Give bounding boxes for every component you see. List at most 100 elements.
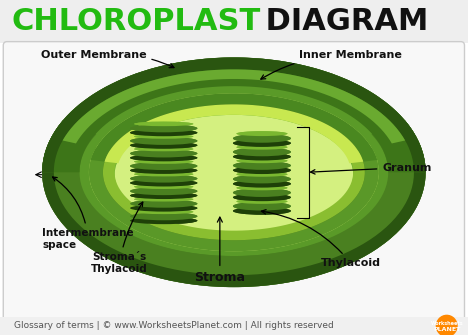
Ellipse shape [237, 158, 287, 163]
Ellipse shape [237, 131, 287, 136]
Text: Stroma: Stroma [194, 217, 246, 284]
Ellipse shape [96, 98, 372, 247]
Polygon shape [42, 57, 426, 172]
Ellipse shape [134, 197, 193, 202]
Ellipse shape [233, 175, 291, 183]
Text: Worksheets: Worksheets [430, 321, 463, 326]
Ellipse shape [130, 175, 197, 183]
Ellipse shape [115, 115, 353, 234]
Ellipse shape [89, 93, 379, 251]
Ellipse shape [130, 162, 197, 170]
Ellipse shape [233, 188, 291, 197]
Ellipse shape [233, 194, 291, 201]
Ellipse shape [233, 202, 291, 210]
Ellipse shape [130, 137, 197, 145]
Ellipse shape [233, 134, 291, 143]
FancyBboxPatch shape [0, 317, 468, 335]
Ellipse shape [237, 172, 287, 177]
Text: PLANET: PLANET [433, 327, 460, 332]
Ellipse shape [130, 124, 197, 132]
Ellipse shape [58, 72, 409, 273]
Polygon shape [105, 104, 363, 163]
Ellipse shape [233, 166, 291, 174]
Ellipse shape [237, 199, 287, 204]
Ellipse shape [130, 180, 197, 187]
Ellipse shape [130, 180, 197, 187]
Polygon shape [42, 57, 426, 172]
Ellipse shape [233, 148, 291, 156]
Circle shape [437, 315, 457, 335]
Ellipse shape [134, 147, 193, 151]
Ellipse shape [130, 205, 197, 212]
Ellipse shape [130, 154, 197, 161]
Ellipse shape [130, 142, 197, 149]
Ellipse shape [233, 207, 291, 215]
Ellipse shape [134, 147, 193, 151]
Ellipse shape [233, 139, 291, 147]
Ellipse shape [70, 74, 398, 256]
Ellipse shape [130, 154, 197, 161]
Ellipse shape [130, 142, 197, 149]
Text: Outer Membrane: Outer Membrane [41, 50, 174, 68]
Text: DIAGRAM: DIAGRAM [255, 7, 428, 36]
Ellipse shape [134, 197, 193, 202]
Ellipse shape [130, 162, 197, 170]
Ellipse shape [237, 199, 287, 204]
Polygon shape [63, 69, 405, 143]
Ellipse shape [130, 192, 197, 199]
Ellipse shape [130, 149, 197, 157]
Ellipse shape [233, 161, 291, 170]
Ellipse shape [233, 153, 291, 160]
Ellipse shape [233, 139, 291, 147]
Ellipse shape [237, 145, 287, 150]
Ellipse shape [237, 145, 287, 150]
Ellipse shape [130, 124, 197, 132]
Text: Thylacoid: Thylacoid [261, 210, 381, 268]
Ellipse shape [237, 131, 287, 136]
Ellipse shape [233, 194, 291, 201]
Ellipse shape [237, 186, 287, 190]
Text: CHLOROPLAST: CHLOROPLAST [12, 7, 261, 36]
Polygon shape [89, 148, 379, 251]
Ellipse shape [237, 186, 287, 190]
Ellipse shape [233, 188, 291, 197]
Ellipse shape [134, 210, 193, 214]
Ellipse shape [130, 187, 197, 195]
Ellipse shape [130, 200, 197, 208]
Ellipse shape [130, 212, 197, 220]
Text: Granum: Granum [310, 162, 432, 174]
Ellipse shape [134, 159, 193, 164]
Ellipse shape [134, 172, 193, 177]
Ellipse shape [134, 172, 193, 177]
Ellipse shape [130, 129, 197, 136]
Ellipse shape [134, 134, 193, 139]
Ellipse shape [233, 134, 291, 143]
Ellipse shape [130, 217, 197, 224]
Ellipse shape [233, 202, 291, 210]
Ellipse shape [134, 185, 193, 189]
Ellipse shape [233, 180, 291, 188]
Ellipse shape [130, 187, 197, 195]
Ellipse shape [233, 207, 291, 215]
Ellipse shape [130, 192, 197, 199]
Ellipse shape [130, 137, 197, 145]
Ellipse shape [130, 175, 197, 183]
Ellipse shape [233, 153, 291, 160]
Text: Glossary of terms | © www.WorksheetsPlanet.com | All rights reserved: Glossary of terms | © www.WorksheetsPlan… [14, 321, 334, 330]
Text: Stroma´s
Thylacoid: Stroma´s Thylacoid [91, 202, 148, 274]
Ellipse shape [130, 212, 197, 220]
Ellipse shape [233, 161, 291, 170]
Ellipse shape [130, 217, 197, 224]
Ellipse shape [233, 180, 291, 188]
Ellipse shape [134, 159, 193, 164]
FancyBboxPatch shape [0, 0, 468, 43]
Ellipse shape [134, 134, 193, 139]
Ellipse shape [42, 57, 426, 287]
Ellipse shape [130, 129, 197, 136]
Ellipse shape [134, 210, 193, 214]
Text: Intermembrane
space: Intermembrane space [42, 177, 134, 250]
Text: Inner Membrane: Inner Membrane [261, 50, 402, 79]
Ellipse shape [130, 167, 197, 174]
Ellipse shape [233, 166, 291, 174]
Ellipse shape [237, 172, 287, 177]
